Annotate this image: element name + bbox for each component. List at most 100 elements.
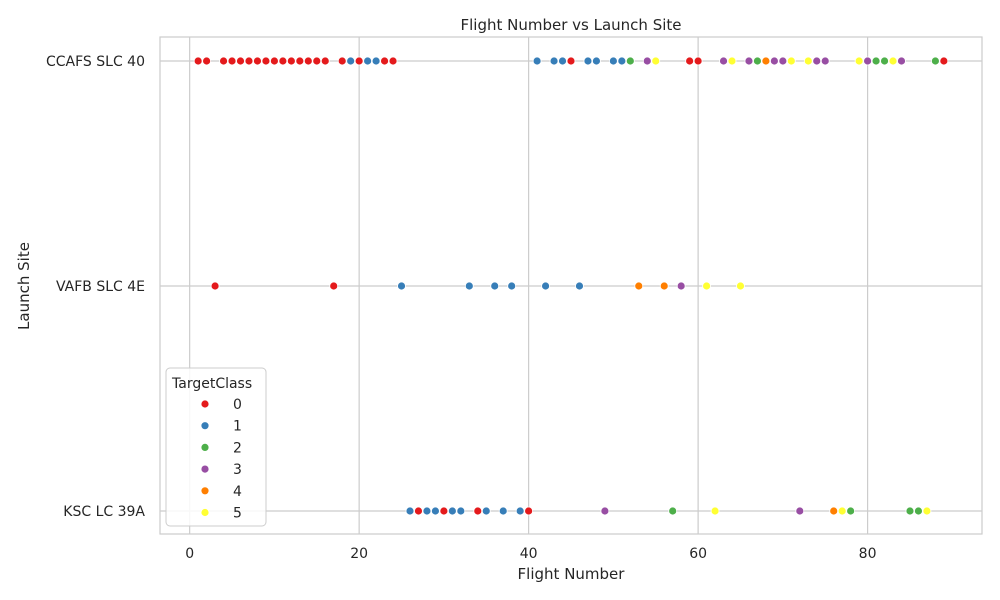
- data-point: [278, 56, 288, 66]
- y-axis-label: Launch Site: [15, 242, 33, 330]
- legend-marker: [200, 421, 210, 431]
- x-tick-label: 60: [689, 546, 707, 562]
- data-point: [388, 56, 398, 66]
- legend-title: TargetClass: [171, 376, 252, 392]
- data-point: [422, 506, 432, 516]
- data-point: [583, 56, 593, 66]
- legend-marker: [200, 399, 210, 409]
- legend-label: 0: [233, 397, 242, 413]
- data-point: [219, 56, 228, 66]
- y-tick-label: KSC LC 39A: [63, 504, 145, 520]
- data-point: [778, 56, 788, 66]
- data-point: [846, 506, 856, 516]
- data-point: [608, 56, 618, 66]
- data-point: [710, 506, 720, 516]
- data-point: [642, 56, 652, 66]
- data-point: [329, 281, 339, 291]
- data-point: [541, 281, 550, 291]
- data-point: [795, 506, 805, 516]
- data-point: [600, 506, 610, 516]
- data-point: [854, 56, 864, 66]
- y-tick-label: VAFB SLC 4E: [56, 279, 145, 295]
- data-point: [812, 56, 822, 66]
- data-point: [227, 56, 237, 66]
- data-point: [575, 281, 584, 291]
- data-point: [473, 506, 483, 516]
- y-tick-label: CCAFS SLC 40: [46, 54, 145, 70]
- data-point: [346, 56, 356, 66]
- data-point: [786, 56, 796, 66]
- data-point: [736, 281, 745, 291]
- data-point: [888, 56, 898, 66]
- data-point: [566, 56, 576, 66]
- data-point: [702, 281, 711, 291]
- data-point: [507, 281, 517, 291]
- legend-marker: [200, 486, 210, 496]
- data-point: [244, 56, 254, 66]
- data-point: [270, 56, 279, 66]
- data-point: [803, 56, 813, 66]
- x-tick-labels: 0 20 40 60 80: [185, 546, 876, 562]
- legend-box: [165, 367, 267, 527]
- data-point: [939, 56, 949, 66]
- data-point: [930, 56, 940, 66]
- data-point: [625, 56, 635, 66]
- x-tick-label: 40: [520, 546, 538, 562]
- legend-label: 5: [233, 506, 242, 522]
- data-point: [371, 56, 381, 66]
- data-point: [617, 56, 627, 66]
- data-point: [337, 56, 347, 66]
- data-point: [897, 56, 906, 66]
- legend-marker: [200, 464, 210, 474]
- data-point: [524, 506, 534, 516]
- data-point: [659, 281, 669, 291]
- data-point: [693, 56, 703, 66]
- data-point: [193, 56, 203, 66]
- data-point: [880, 56, 889, 66]
- data-point: [354, 56, 364, 66]
- legend-label: 1: [233, 419, 242, 435]
- x-tick-label: 0: [185, 546, 194, 562]
- data-point: [236, 56, 245, 66]
- data-point: [481, 506, 491, 516]
- x-axis-label: Flight Number: [518, 565, 626, 583]
- data-point: [490, 281, 500, 291]
- data-point: [719, 56, 728, 66]
- x-tick-label: 20: [350, 546, 368, 562]
- data-point: [651, 56, 661, 66]
- legend-marker: [200, 508, 210, 517]
- data-point: [380, 56, 389, 66]
- data-point: [447, 506, 457, 516]
- data-point: [769, 56, 779, 66]
- data-point: [922, 506, 932, 516]
- data-point: [549, 56, 559, 66]
- chart-title: Flight Number vs Launch Site: [460, 16, 681, 34]
- data-point: [753, 56, 762, 66]
- data-point: [532, 56, 542, 66]
- legend-label: 3: [233, 462, 242, 478]
- data-point: [863, 56, 872, 66]
- data-point: [634, 281, 644, 291]
- data-point: [761, 56, 771, 66]
- data-point: [592, 56, 601, 66]
- data-point: [668, 506, 678, 516]
- data-point: [261, 56, 271, 66]
- legend-label: 2: [233, 440, 242, 456]
- data-point: [829, 506, 839, 516]
- data-point: [498, 506, 508, 516]
- data-point: [727, 56, 737, 66]
- data-point: [439, 506, 449, 516]
- data-point: [914, 506, 923, 516]
- data-point: [685, 56, 695, 66]
- data-points: [193, 56, 949, 516]
- data-point: [405, 506, 415, 516]
- legend: TargetClass 0 1 2 3 4 5: [165, 367, 267, 527]
- x-tick-label: 80: [859, 546, 877, 562]
- data-point: [820, 56, 830, 66]
- data-point: [397, 281, 406, 291]
- data-point: [871, 56, 881, 66]
- data-point: [456, 506, 466, 516]
- data-point: [431, 506, 440, 516]
- data-point: [905, 506, 915, 516]
